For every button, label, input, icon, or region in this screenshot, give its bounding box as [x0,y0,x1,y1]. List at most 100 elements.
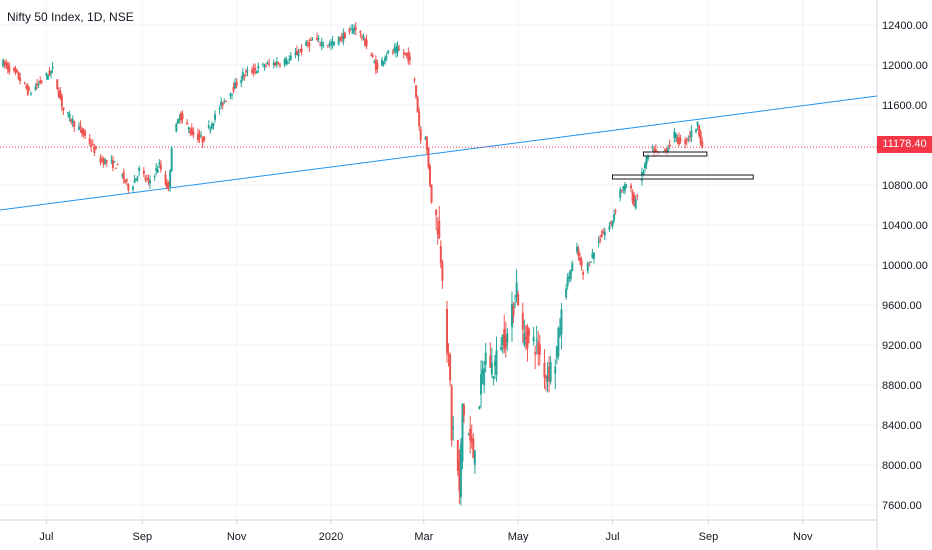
x-tick-label: 2020 [319,531,343,543]
last-price-tag: 11178.40 [877,136,932,153]
y-tick-label: 9600.00 [882,300,922,312]
candle-body [351,28,354,34]
y-tick-label: 12000.00 [882,60,928,72]
trendline-layer [0,95,878,211]
candle-body [416,97,419,113]
candle-body [586,263,589,272]
candle-body [695,129,698,132]
candle-body [79,125,82,128]
candle-body [690,130,693,138]
candle-body [278,65,281,67]
candle-body [337,36,340,45]
candle-body [331,41,334,46]
candle-body [51,66,54,69]
candle-body [679,138,682,141]
candle-body [306,43,309,45]
candle-body [57,90,60,97]
candle-body [428,165,431,186]
candle-body [60,95,63,107]
candle-body [609,222,612,224]
candle-body [480,374,483,395]
candle-body [558,332,561,336]
candle-body [251,70,254,73]
candle-body [200,135,203,137]
candle-body [99,157,102,163]
candle-body [265,65,268,67]
candle-body [23,82,26,84]
candle-body [275,61,278,65]
candle-body [376,63,379,69]
candle-body [602,231,605,235]
candle-body [68,113,71,119]
candle-body [534,352,537,355]
candle-body [676,137,679,142]
candle-body [398,49,401,51]
candle-body [113,161,116,163]
candle-body [424,138,427,140]
candle-body [122,172,125,180]
candle-body [588,265,591,267]
candle-body [664,149,667,151]
candle-body [636,195,639,197]
candle-body [674,133,677,138]
candle-body [408,56,411,61]
candle-body [425,136,428,150]
candle-body [187,127,190,130]
candle-body [342,33,345,42]
candle-body [568,276,571,279]
time-axis: Jul Sep Nov 2020 Mar May Jul Sep Nov [39,520,813,543]
candle-body [633,194,636,206]
y-tick-label: 10000.00 [882,260,928,272]
candle-body [620,189,623,191]
candle-body [261,63,264,65]
candle-body [235,81,238,86]
candle-body [467,434,470,436]
candle-body [600,234,603,238]
candle-body [463,405,466,416]
candle-body [472,438,475,458]
candle-body [478,405,481,409]
candle-body [62,107,65,111]
candle-body [481,369,484,375]
candle-body [405,52,408,56]
candle-body [365,39,368,47]
candle-body [360,37,363,39]
candles-layer [2,22,704,506]
candle-body [501,335,504,345]
candle-body [622,186,625,190]
x-tick-label: Nov [227,531,247,543]
candle-body [441,261,444,281]
candle-body [354,27,357,30]
candle-body [696,121,699,126]
candle-body [599,238,602,241]
candle-body [524,336,527,340]
candle-body [687,138,690,140]
candle-body [40,81,43,83]
candle-body [34,86,37,90]
candle-body [169,170,172,187]
candle-body [145,178,148,180]
candle-body [6,63,9,70]
support-boxes-layer [612,151,754,180]
candle-body [91,143,94,145]
candle-body [110,160,113,162]
candle-body [283,59,286,65]
candle-body [382,61,385,65]
candle-body [190,128,193,136]
candle-body [630,185,633,189]
candle-body [546,375,549,382]
candle-body [166,182,169,189]
candle-body [19,77,22,82]
candle-body [274,62,277,66]
candle-body [136,176,139,178]
candle-body [153,176,156,178]
candle-body [577,249,580,256]
candle-body [2,60,5,67]
candle-body [232,87,235,92]
support-box [642,151,708,157]
candle-body [592,252,595,259]
candle-body [510,304,513,327]
candle-body [50,70,53,74]
candle-body [384,57,387,62]
